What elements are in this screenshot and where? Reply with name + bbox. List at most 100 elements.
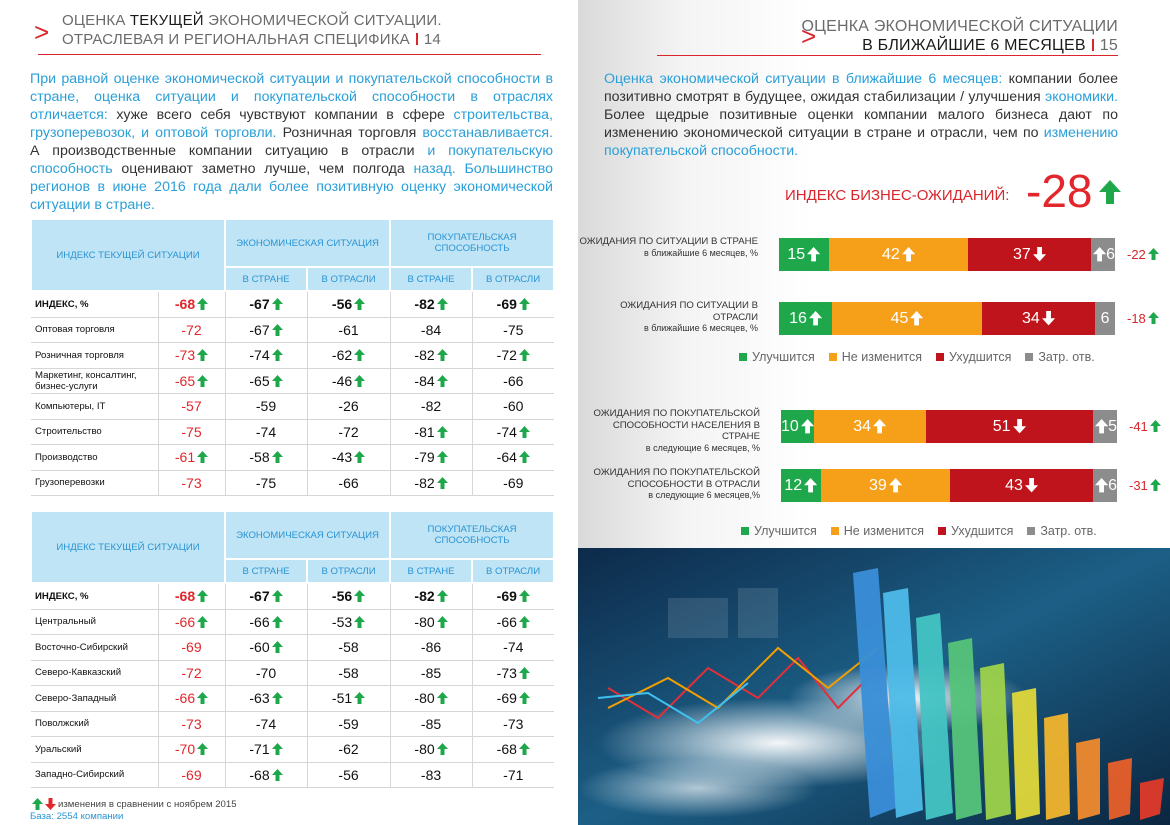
table-row: Центральный -66 -66 -53 -80 -66 (31, 609, 555, 635)
cell-value: -79 (414, 449, 435, 466)
trend-arrow (518, 451, 530, 464)
cell-value: -58 (249, 449, 270, 466)
cell-value: -61 (174, 449, 196, 466)
cell: -69 (471, 685, 555, 712)
group-header: ЭКОНОМИЧЕСКАЯ СИТУАЦИЯ (224, 218, 392, 268)
category-label: ОЖИДАНИЯ ПО СИТУАЦИИ В СТРАНЕ в ближайшие… (573, 236, 758, 259)
cell: -72 (157, 660, 226, 686)
intro-segment: Розничная торговля (282, 125, 423, 141)
category-note: в ближайшие 6 месяцев, % (643, 323, 758, 333)
intro-text: При равной оценке экономической ситуации… (30, 70, 553, 214)
intro-segment: хуже всего себя чувствуют компании в сфе… (116, 107, 454, 123)
cell-value: -69 (503, 474, 524, 491)
cell: -71 (224, 736, 308, 763)
trend-arrow (901, 247, 915, 262)
legend: Улучшится Не изменится Ухудшится Затр. отв. (739, 350, 1095, 364)
cell: -58 (306, 660, 391, 686)
cell-value: -56 (331, 588, 353, 605)
cell-value: -69 (181, 639, 202, 656)
cell-value: -74 (255, 423, 277, 440)
cell-value: -68 (249, 766, 270, 783)
legend-item: Улучшится (739, 350, 815, 364)
trend-arrow (354, 615, 366, 628)
cell-value: -58 (338, 664, 359, 681)
cell: -68 (224, 762, 308, 788)
data-table: ИНДЕКС ТЕКУЩЕЙ СИТУАЦИИ ЭКОНОМИЧЕСКАЯ СИТ… (29, 510, 556, 788)
legend-item: Затр. отв. (1027, 524, 1097, 538)
bar-segment: 6 (1090, 238, 1115, 271)
row-label: Компьютеры, IT (31, 393, 158, 420)
cell-value: -51 (331, 690, 353, 707)
cell-value: -65 (249, 372, 270, 389)
table-row: Грузоперевозки -73 -75 -66 -82 -69 (31, 470, 555, 496)
trend-arrow (873, 419, 887, 434)
intro-segment: компании более позитивно смотрят в будущ… (604, 71, 1119, 105)
index-label: ИНДЕКС БИЗНЕС-ОЖИДАНИЙ: (785, 187, 1010, 204)
cell-value: -66 (338, 474, 359, 491)
cell: -80 (389, 685, 473, 712)
cell-value: -53 (331, 613, 353, 630)
cell: -68 (157, 291, 226, 318)
trend-arrow (271, 323, 283, 336)
trend-arrow (1149, 479, 1161, 491)
legend: Улучшится Не изменится Ухудшится Затр. отв. (741, 524, 1097, 538)
cell-value: -80 (414, 741, 435, 758)
intro-text: Оценка экономической ситуации в ближайши… (604, 70, 1118, 160)
trend-arrow (436, 590, 448, 603)
intro-segment: Оценка экономической ситуации в ближайши… (604, 71, 1009, 87)
cell-value: -56 (331, 296, 353, 313)
cell: -57 (157, 393, 226, 420)
cell: -70 (157, 736, 226, 763)
bar-segment: 16 (779, 302, 833, 335)
trend-arrow (197, 615, 209, 628)
cell: -80 (389, 736, 473, 763)
cell: -84 (389, 368, 473, 394)
cell-value: -70 (255, 664, 277, 681)
bar-segment: 43 (950, 469, 1093, 502)
trend-arrow (518, 743, 530, 756)
cell-value: -56 (338, 766, 359, 783)
cell: -84 (389, 317, 473, 343)
stacked-bar: 16 45 34 6 (779, 302, 1115, 335)
segment-label: 5 (1108, 417, 1117, 435)
trend-arrow (436, 349, 448, 362)
trend-arrow (518, 692, 530, 705)
category-title: ОЖИДАНИЯ ПО СИТУАЦИИ В ОТРАСЛИ (620, 300, 758, 323)
legend-swatch (739, 353, 747, 361)
cell-value: -71 (249, 741, 270, 758)
table-row: Северо-Кавказский -72 -70 -58 -85 -73 (31, 660, 555, 686)
group-header: ПОКУПАТЕЛЬСКАЯ СПОСОБНОСТЬ (389, 510, 556, 560)
segment-label: 39 (869, 476, 887, 494)
cell: -72 (471, 342, 555, 369)
legend-label: Затр. отв. (1038, 350, 1095, 364)
legend-label: Не изменится (843, 524, 924, 538)
cell-value: -26 (338, 398, 359, 415)
trend-arrow (354, 374, 366, 387)
legend-label: Не изменится (841, 350, 922, 364)
table-row: Компьютеры, IT -57 -59 -26 -82 -60 (31, 393, 555, 420)
cell: -85 (389, 711, 473, 737)
category-note: в следующие 6 месяцев,% (648, 490, 760, 500)
header: ОЦЕНКА ТЕКУЩЕЙ ЭКОНОМИЧЕСКОЙ СИТУАЦИИ. О… (62, 11, 442, 49)
cell-value: -62 (338, 741, 359, 758)
trend-arrow (518, 590, 530, 603)
trend-arrow (804, 478, 818, 493)
trend-arrow (436, 476, 448, 489)
row-index-value: -41 (1129, 419, 1148, 434)
row-index-value: -31 (1129, 478, 1148, 493)
row-index-value: -22 (1127, 247, 1146, 262)
trend-arrow (436, 374, 448, 387)
header-text: ОЦЕНКА ЭКОНОМИЧЕСКОЙ СИТУАЦИИ (801, 18, 1118, 35)
header: ОЦЕНКА ЭКОНОМИЧЕСКОЙ СИТУАЦИИ В БЛИЖАЙШИ… (801, 17, 1118, 55)
trend-arrow (271, 298, 283, 311)
legend-swatch (741, 527, 749, 535)
trend-arrow (436, 425, 448, 438)
cell: -66 (306, 470, 391, 496)
cell: -82 (389, 342, 473, 369)
intro-segment: экономики. (1045, 89, 1118, 105)
category-title: ОЖИДАНИЯ ПО СИТУАЦИИ В СТРАНЕ (579, 236, 758, 247)
stacked-bar: 10 34 51 5 (781, 410, 1117, 443)
group-header: ПОКУПАТЕЛЬСКАЯ СПОСОБНОСТЬ (389, 218, 556, 268)
trend-arrow (197, 298, 209, 311)
cell: -66 (471, 368, 555, 394)
